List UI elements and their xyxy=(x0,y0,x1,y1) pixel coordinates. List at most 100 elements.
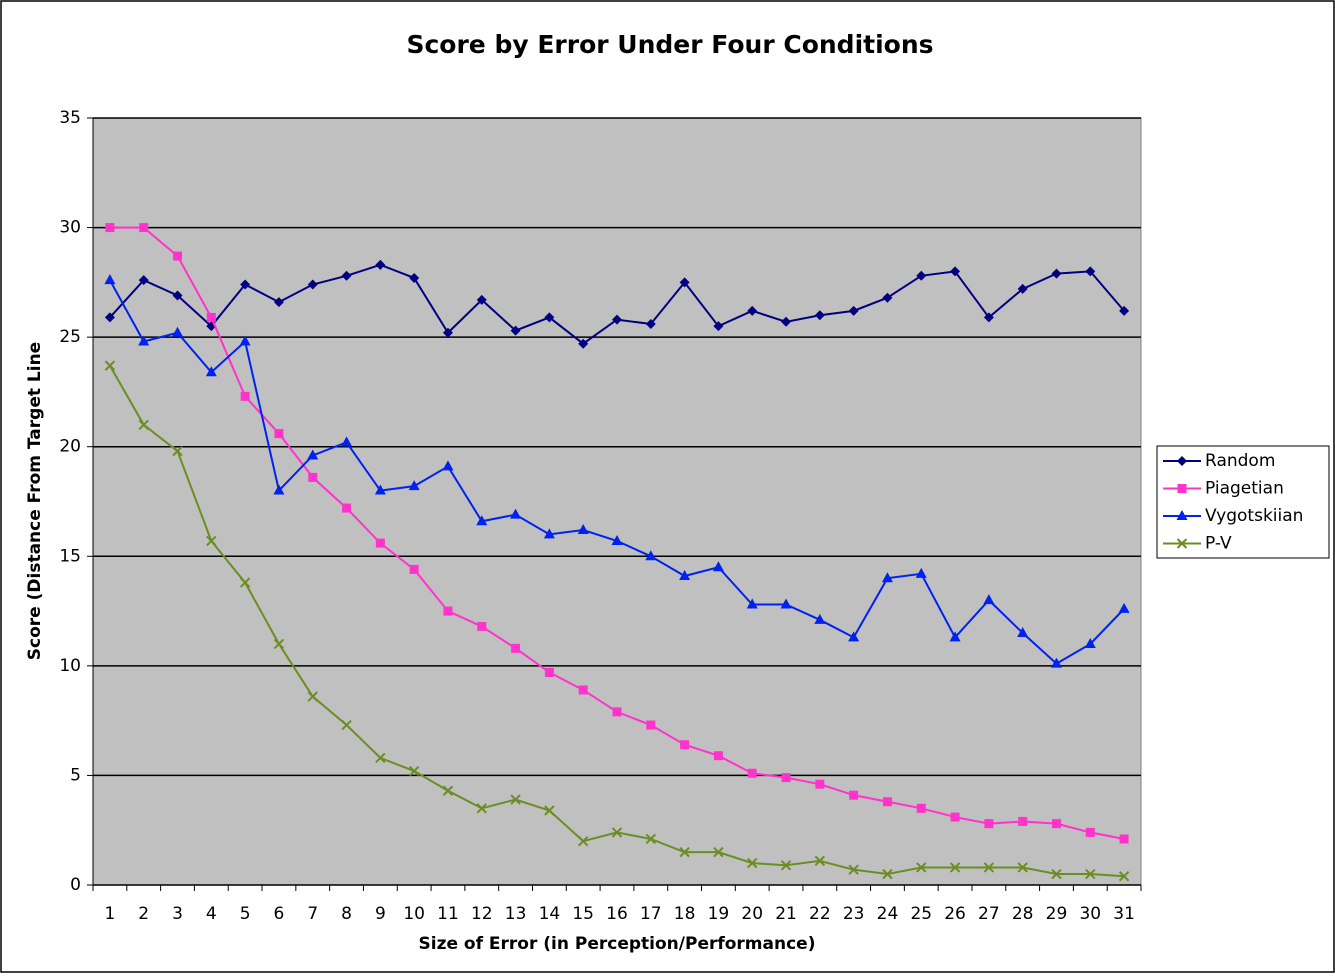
marker xyxy=(307,449,319,460)
x-tick-label: 23 xyxy=(843,904,865,924)
marker xyxy=(476,294,487,305)
marker xyxy=(1017,862,1028,873)
marker xyxy=(139,223,149,233)
x-tick-label: 4 xyxy=(206,904,217,924)
marker xyxy=(679,277,690,288)
x-tick-label: 30 xyxy=(1079,904,1101,924)
x-tick-label: 25 xyxy=(910,904,932,924)
marker xyxy=(949,862,961,873)
x-tick-label: 5 xyxy=(240,904,251,924)
marker xyxy=(578,685,588,695)
marker xyxy=(341,719,352,731)
legend-label: P-V xyxy=(1205,534,1232,554)
x-tick-label: 3 xyxy=(172,904,183,924)
marker xyxy=(138,419,149,431)
x-tick-label: 27 xyxy=(978,904,1000,924)
marker xyxy=(307,691,318,702)
marker xyxy=(612,707,622,717)
marker xyxy=(476,803,487,814)
marker xyxy=(442,327,453,338)
marker xyxy=(273,638,285,650)
marker xyxy=(375,752,386,764)
y-tick-label: 0 xyxy=(70,875,81,895)
x-tick-label: 1 xyxy=(104,904,115,924)
x-tick-label: 16 xyxy=(606,904,628,924)
x-tick-label: 13 xyxy=(505,904,527,924)
marker xyxy=(1118,602,1130,613)
marker xyxy=(409,564,419,574)
marker xyxy=(239,335,251,346)
marker xyxy=(814,310,825,321)
x-tick-label: 21 xyxy=(775,904,797,924)
x-tick-label: 6 xyxy=(274,904,285,924)
legend-label: Piagetian xyxy=(1205,479,1284,499)
chart-title: Score by Error Under Four Conditions xyxy=(406,30,933,59)
marker xyxy=(848,631,860,642)
marker xyxy=(511,643,521,653)
marker xyxy=(680,740,690,750)
marker xyxy=(815,779,825,789)
marker xyxy=(713,321,724,332)
marker xyxy=(408,765,420,777)
marker xyxy=(983,594,995,605)
marker xyxy=(983,862,995,873)
x-tick-label: 20 xyxy=(741,904,763,924)
marker xyxy=(239,577,251,588)
marker xyxy=(713,751,723,761)
marker xyxy=(780,598,792,609)
y-tick-label: 35 xyxy=(59,108,81,128)
marker xyxy=(1084,637,1096,648)
marker xyxy=(1051,819,1061,829)
x-tick-label: 18 xyxy=(674,904,696,924)
marker xyxy=(510,794,521,805)
marker xyxy=(712,561,724,572)
marker xyxy=(611,534,623,545)
marker xyxy=(612,314,622,325)
marker xyxy=(1176,538,1188,549)
x-axis-title: Size of Error (in Perception/Performance… xyxy=(419,934,816,954)
legend-label: Vygotskiian xyxy=(1205,506,1303,526)
marker xyxy=(881,572,893,583)
marker xyxy=(510,508,522,519)
x-tick-label: 19 xyxy=(708,904,730,924)
marker xyxy=(1119,305,1130,316)
marker xyxy=(138,335,150,346)
marker xyxy=(1085,868,1096,880)
x-tick-label: 14 xyxy=(539,904,561,924)
marker xyxy=(915,567,927,578)
x-tick-label: 28 xyxy=(1012,904,1034,924)
marker xyxy=(1085,266,1096,277)
marker xyxy=(1051,268,1062,279)
marker xyxy=(916,862,927,873)
marker xyxy=(679,846,690,858)
x-tick-label: 10 xyxy=(403,904,425,924)
marker xyxy=(577,835,589,847)
marker xyxy=(780,860,792,871)
x-tick-label: 2 xyxy=(138,904,149,924)
marker xyxy=(375,538,385,548)
marker xyxy=(646,720,656,730)
marker xyxy=(984,819,994,829)
x-tick-label: 15 xyxy=(572,904,594,924)
marker xyxy=(409,272,420,283)
marker xyxy=(240,391,250,401)
marker xyxy=(206,535,217,547)
marker xyxy=(781,316,792,327)
marker xyxy=(308,472,318,482)
x-tick-label: 11 xyxy=(437,904,459,924)
marker xyxy=(1119,834,1129,844)
marker xyxy=(1017,283,1028,294)
marker xyxy=(1085,827,1095,837)
marker xyxy=(104,274,116,285)
marker xyxy=(1177,484,1187,493)
marker xyxy=(916,270,927,281)
marker xyxy=(375,259,386,270)
marker xyxy=(172,326,184,337)
marker xyxy=(645,550,657,561)
marker xyxy=(543,528,555,539)
marker xyxy=(341,270,352,281)
marker xyxy=(950,266,961,277)
marker xyxy=(173,251,183,261)
x-tick-label: 26 xyxy=(944,904,966,924)
